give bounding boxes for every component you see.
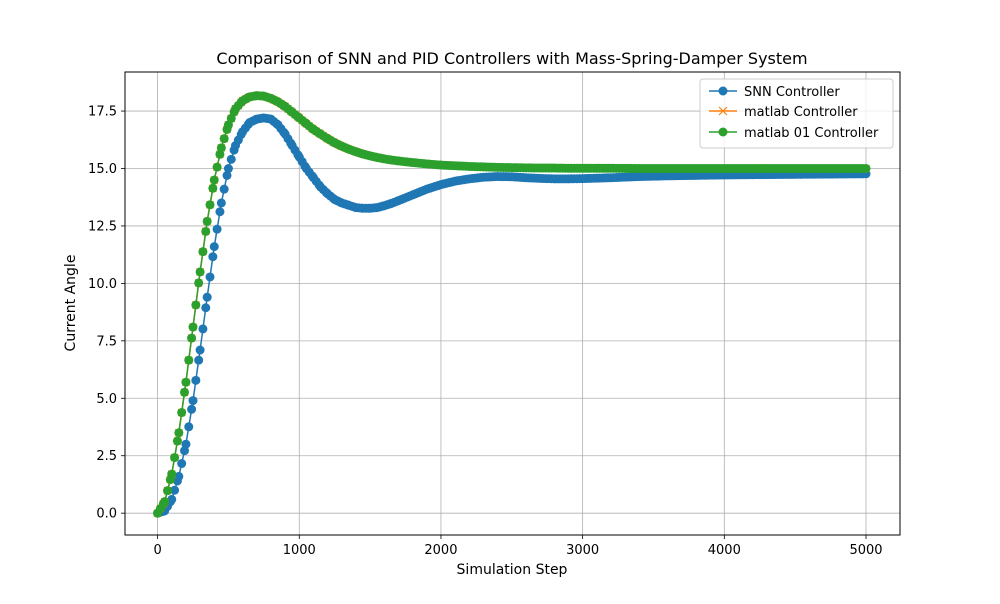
y-tick-label: 17.5: [88, 105, 117, 120]
y-tick-label: 5.0: [96, 392, 117, 407]
axes-ticks: 0 1000 2000 3000 4000 5000 0.0 2.5 5.0 7.5 10.0 12.…: [88, 105, 882, 558]
data-point: [187, 404, 197, 414]
data-point: [174, 428, 184, 438]
x-tick-label: 5000: [849, 543, 882, 558]
x-tick-label: 3000: [566, 543, 599, 558]
data-point: [184, 355, 194, 365]
chart-title: Comparison of SNN and PID Controllers wi…: [216, 49, 807, 68]
legend-label-matlab: matlab Controller: [744, 105, 858, 120]
data-point: [209, 175, 219, 185]
data-point: [191, 375, 201, 385]
data-point: [201, 303, 211, 313]
data-point: [202, 216, 212, 226]
data-point: [209, 242, 219, 252]
data-point: [223, 164, 233, 174]
plot-frame: [124, 71, 901, 536]
data-point: [177, 459, 187, 469]
legend-label-snn: SNN Controller: [744, 85, 840, 100]
data-point: [188, 396, 198, 406]
data-point: [163, 486, 173, 496]
data-point: [212, 162, 222, 172]
data-point: [212, 224, 222, 234]
y-axis-label: Current Angle: [63, 255, 79, 352]
data-point: [181, 439, 191, 449]
data-point: [222, 170, 232, 180]
data-point: [202, 292, 212, 302]
data-point: [194, 278, 204, 288]
data-point: [219, 184, 229, 194]
data-point: [226, 154, 236, 164]
data-point: [198, 247, 208, 257]
data-point: [172, 436, 182, 446]
y-tick-label: 15.0: [88, 162, 117, 177]
series-matlab-01: [153, 91, 871, 518]
y-tick-label: 7.5: [96, 334, 117, 349]
legend-marker-matlab-01: [718, 127, 728, 137]
data-point: [208, 183, 218, 193]
data-point: [170, 453, 180, 463]
x-tick-label: 2000: [424, 543, 457, 558]
data-point: [180, 387, 190, 397]
plot-area: [153, 91, 871, 518]
data-point: [215, 207, 225, 217]
legend-marker-snn: [718, 86, 728, 96]
x-axis-label: Simulation Step: [457, 562, 568, 578]
y-tick-label: 2.5: [96, 449, 117, 464]
data-point: [191, 300, 201, 310]
data-point: [195, 345, 205, 355]
data-point: [174, 471, 184, 481]
y-tick-label: 12.5: [88, 219, 117, 234]
data-point: [205, 200, 215, 210]
legend-items: [709, 86, 737, 137]
data-point: [184, 422, 194, 432]
data-point: [219, 134, 229, 144]
data-point: [167, 494, 177, 504]
grid: [125, 72, 900, 535]
data-point: [187, 333, 197, 343]
legend-box: [699, 78, 894, 149]
y-tick-label: 10.0: [88, 277, 117, 292]
data-point: [167, 469, 177, 479]
data-point: [181, 377, 191, 387]
data-point: [194, 355, 204, 365]
x-tick-label: 4000: [708, 543, 741, 558]
legend-marker-matlab: [718, 106, 728, 116]
data-point: [861, 164, 871, 174]
data-point: [160, 497, 170, 507]
data-point: [216, 143, 226, 153]
data-point: [205, 272, 215, 282]
y-tick-label: 0.0: [96, 507, 117, 522]
x-tick-label: 1000: [283, 543, 316, 558]
legend: SNN Controller matlab Controller matlab …: [699, 78, 894, 149]
data-point: [201, 226, 211, 236]
legend-label-matlab-01: matlab 01 Controller: [744, 126, 879, 141]
data-point: [195, 267, 205, 277]
x-tick-label: 0: [153, 543, 161, 558]
data-point: [188, 322, 198, 332]
data-point: [170, 485, 180, 495]
data-point: [198, 324, 208, 334]
data-point: [177, 408, 187, 418]
data-point: [216, 198, 226, 208]
data-point: [208, 252, 218, 262]
